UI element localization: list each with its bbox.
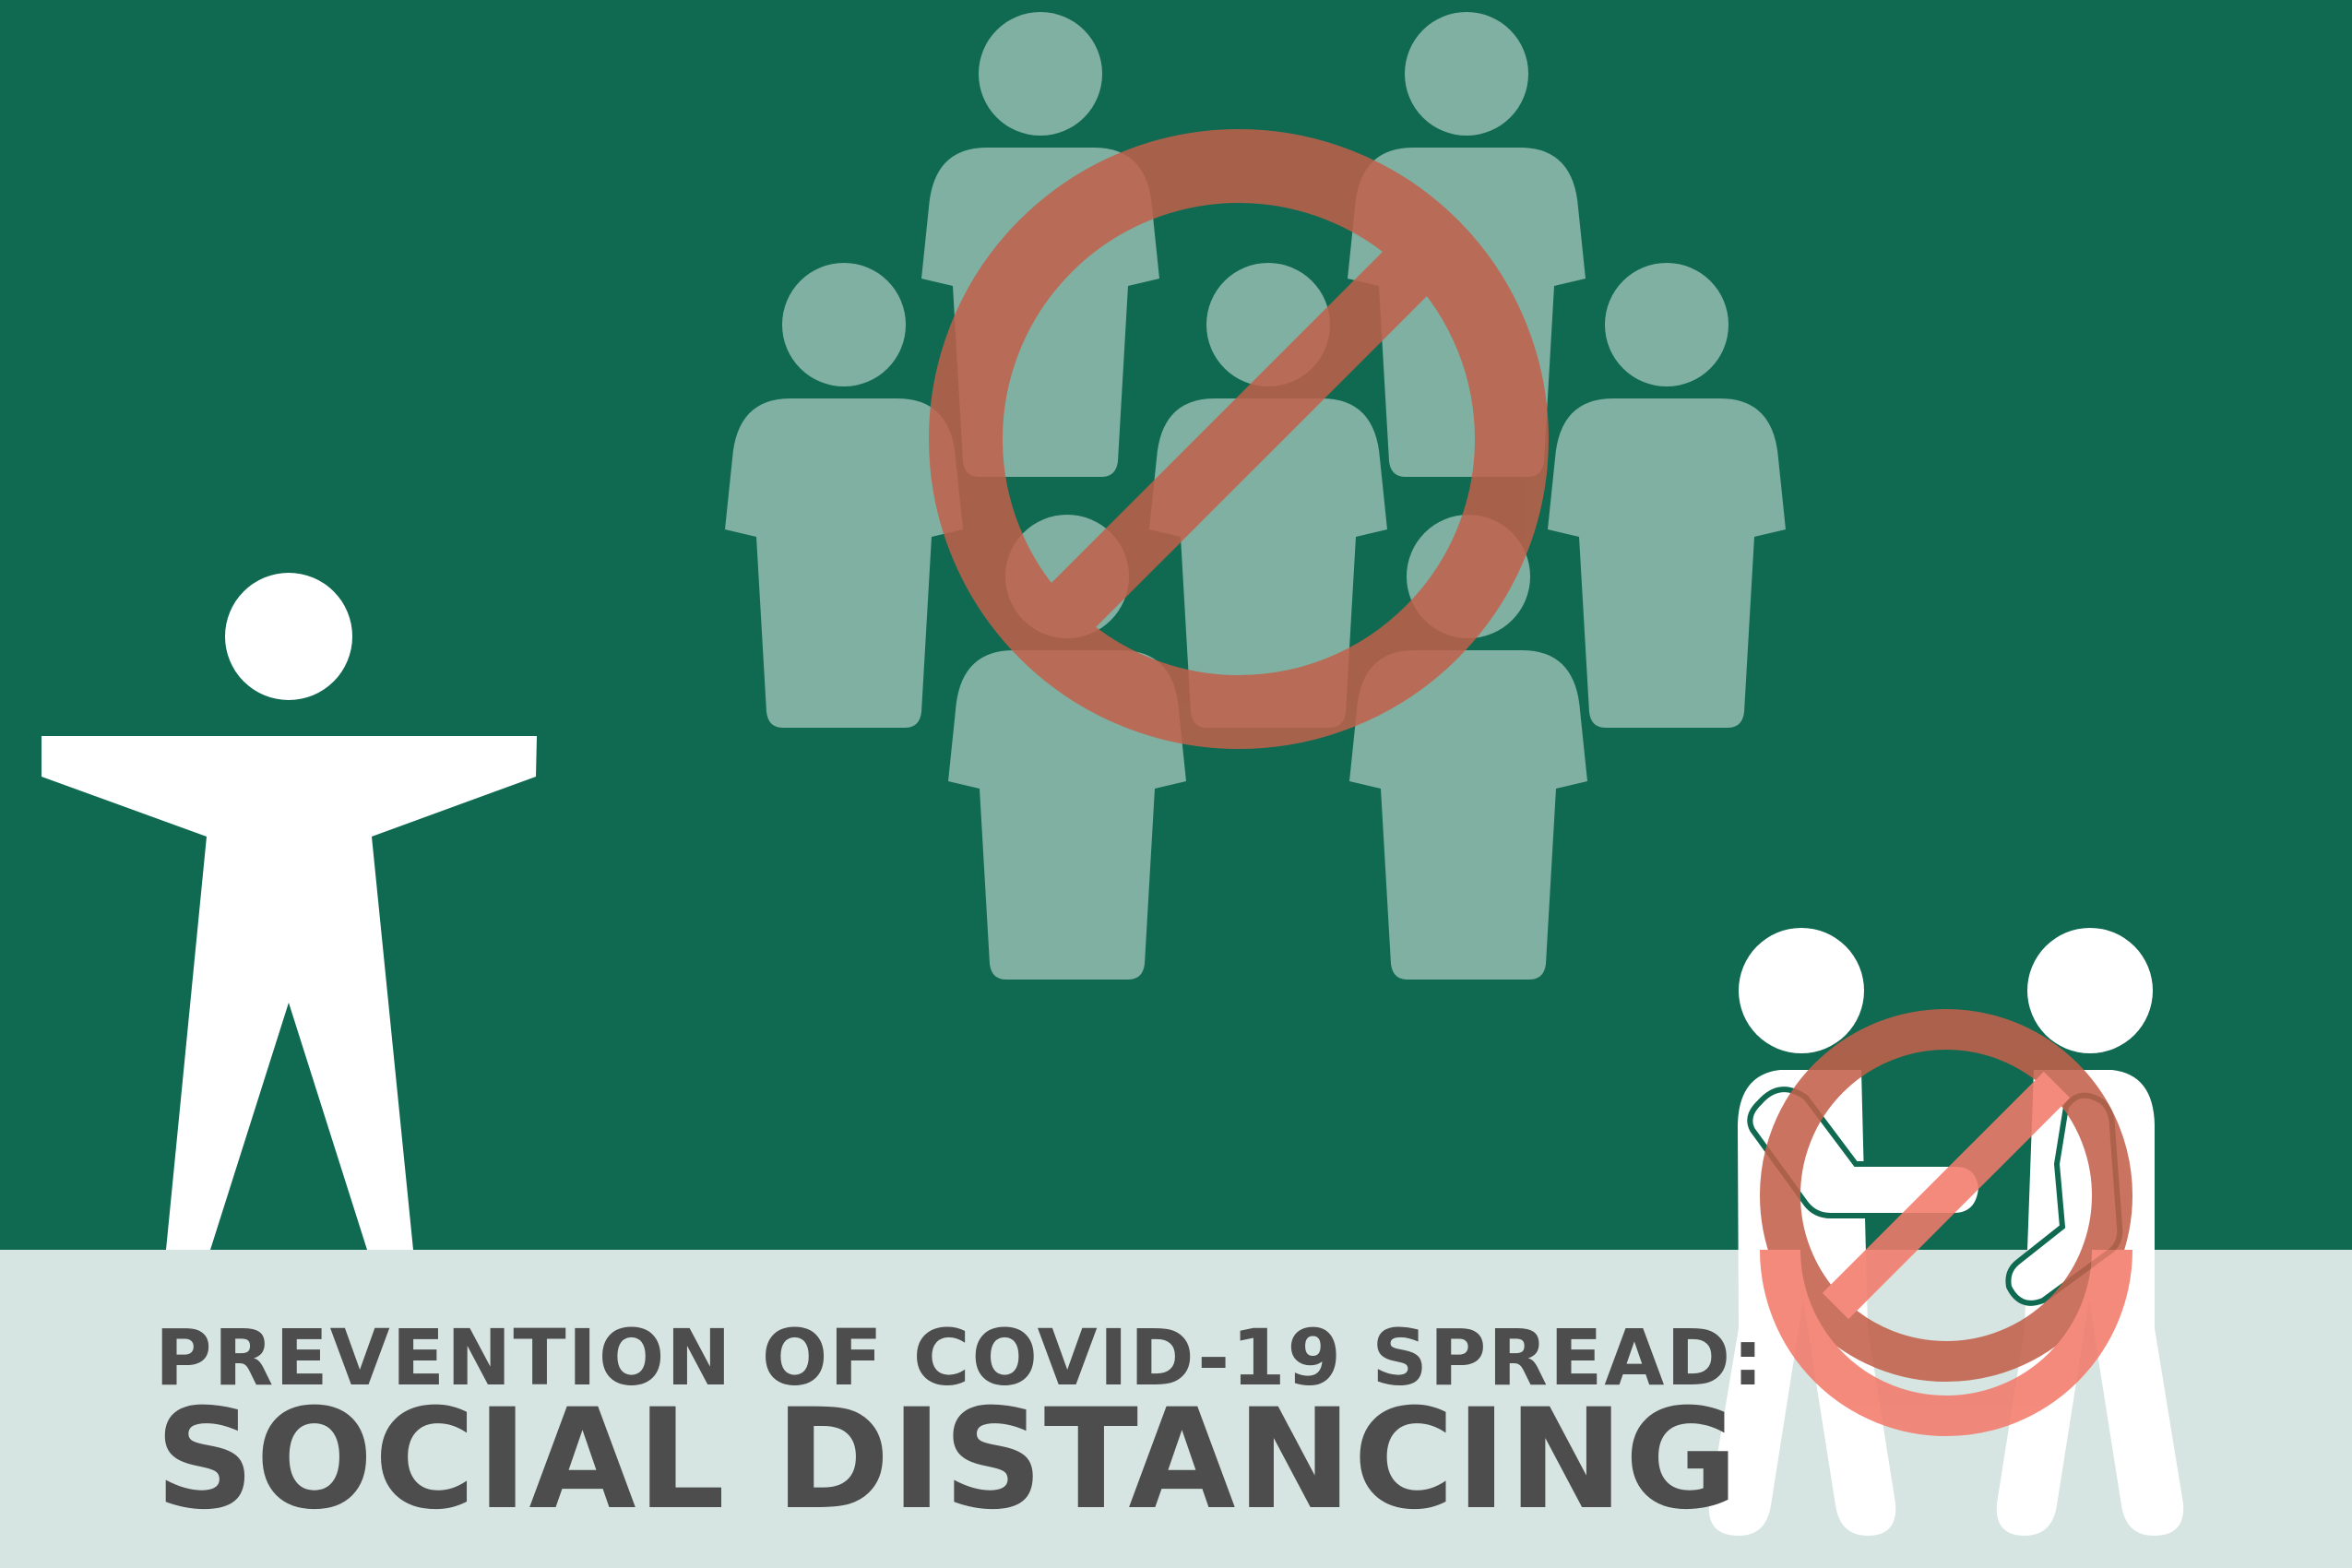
person-arms-out-icon [42, 573, 537, 1250]
title-line-2: SOCIAL DISTANCING [155, 1380, 1740, 1540]
handshake-icon [1708, 928, 2184, 1536]
prohibition-icon [929, 129, 1549, 749]
title-line-1: PREVENTION OF COVID-19 SPREAD: [155, 1313, 1765, 1403]
